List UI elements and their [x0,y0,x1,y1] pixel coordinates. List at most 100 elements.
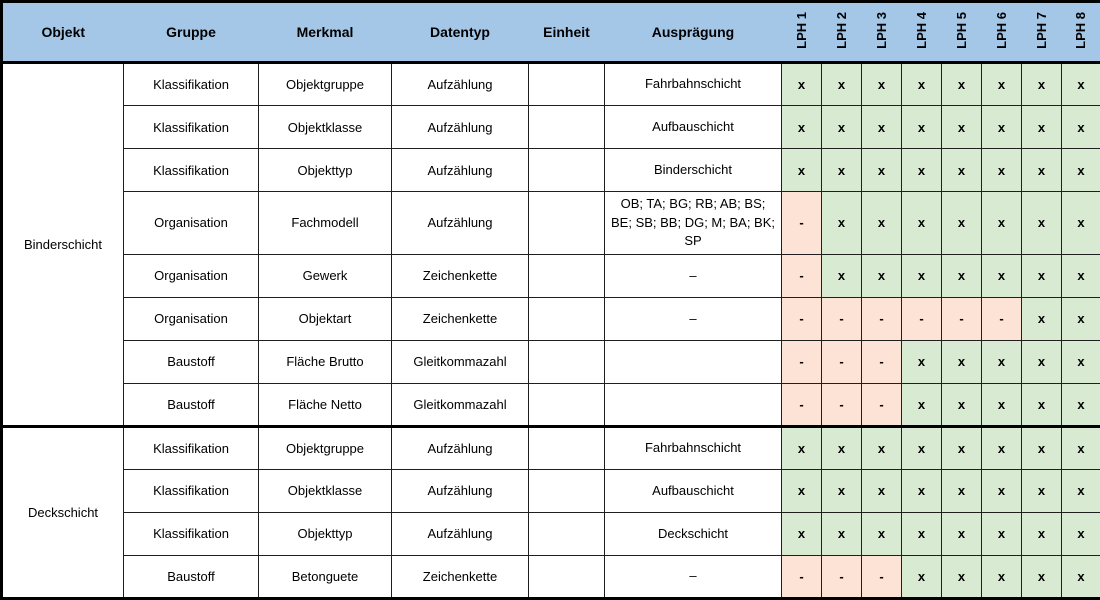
lph-cell: x [781,61,822,106]
cell-gruppe: Baustoff [123,339,259,384]
cell-gruppe: Organisation [123,191,259,255]
lph-cell: x [861,61,902,106]
cell-gruppe: Klassifikation [123,61,259,106]
lph-cell: x [1021,339,1062,384]
lph-cell: x [1021,105,1062,149]
cell-einheit [528,253,605,298]
lph-cell: x [901,339,942,384]
cell-gruppe: Organisation [123,296,259,341]
cell-datentyp: Aufzählung [391,191,529,255]
lph-cell: x [1061,468,1100,513]
lph-cell: x [861,253,902,298]
lph-cell: - [821,296,862,341]
lph-cell: - [901,296,942,341]
table-row: Baustoff Fläche Netto Gleitkommazahl - - - x x x… [2,382,1100,427]
lph-cell: x [1061,61,1100,106]
cell-datentyp: Aufzählung [391,468,529,513]
cell-merkmal: Fläche Netto [258,382,392,427]
cell-datentyp: Aufzählung [391,148,529,192]
table-row: Klassifikation Objektklasse Aufzählung Aufb… [2,105,1100,149]
lph-cell: x [941,339,982,384]
table-header: Objekt Gruppe Merkmal Datentyp Einheit A… [1,1,1100,64]
table-row: Organisation Objektart Zeichenkette – - - - - - -… [2,296,1100,341]
col-header-lph2: LPH 2 [821,1,862,64]
lph-cell: x [901,61,942,106]
cell-auspraegung: – [604,296,782,341]
lph-cell: - [861,296,902,341]
cell-datentyp: Aufzählung [391,105,529,149]
col-header-lph4: LPH 4 [901,1,942,64]
lph-cell: - [941,296,982,341]
lph-cell: - [781,296,822,341]
cell-merkmal: Fachmodell [258,191,392,255]
cell-gruppe: Baustoff [123,554,259,600]
lph-cell: x [1061,296,1100,341]
lph-cell: x [901,105,942,149]
lph-cell: x [1061,339,1100,384]
lph-cell: x [1021,148,1062,192]
table-row: Klassifikation Objekttyp Aufzählung Decksch… [2,511,1100,556]
lph-cell: x [941,105,982,149]
lph-cell: - [821,382,862,427]
lph-cell: - [821,554,862,600]
lph-cell: - [861,382,902,427]
lph-cell: x [861,424,902,470]
col-header-lph8-label: LPH 8 [1073,12,1089,49]
lph-cell: x [821,424,862,470]
cell-auspraegung: Aufbauschicht [604,105,782,149]
col-header-lph7-label: LPH 7 [1034,12,1049,49]
lph-cell: x [901,191,942,255]
lph-cell: x [861,191,902,255]
lph-cell: - [781,339,822,384]
cell-einheit [528,382,605,427]
lph-cell: x [781,105,822,149]
cell-merkmal: Objektgruppe [258,424,392,470]
lph-cell: x [821,253,862,298]
table-row: Baustoff Betonguete Zeichenkette – - - - x x x x x [2,554,1100,600]
cell-merkmal: Objekttyp [258,148,392,192]
cell-auspraegung [604,339,782,384]
lph-cell: x [1061,511,1100,556]
cell-auspraegung: Fahrbahnschicht [604,61,782,106]
lph-cell: x [941,382,982,427]
col-header-lph5-label: LPH 5 [954,12,969,49]
cell-merkmal: Objektklasse [258,468,392,513]
col-header-gruppe: Gruppe [123,1,259,64]
cell-datentyp: Aufzählung [391,61,529,106]
cell-einheit [528,424,605,470]
lph-cell: x [1061,382,1100,427]
lph-cell: x [901,424,942,470]
cell-auspraegung: OB; TA; BG; RB; AB; BS; BE; SB; BB; DG; … [604,191,782,255]
table-row: Organisation Fachmodell Aufzählung OB; TA; … [2,191,1100,255]
lph-cell: x [981,339,1022,384]
lph-cell: x [981,424,1022,470]
col-header-lph3: LPH 3 [861,1,902,64]
lph-cell: x [981,61,1022,106]
lph-cell: x [1021,511,1062,556]
cell-gruppe: Klassifikation [123,105,259,149]
col-header-lph6-label: LPH 6 [994,12,1009,49]
col-header-lph6: LPH 6 [981,1,1022,64]
cell-auspraegung: Binderschicht [604,148,782,192]
lph-cell: x [981,191,1022,255]
cell-datentyp: Zeichenkette [391,253,529,298]
cell-gruppe: Organisation [123,253,259,298]
lph-cell: x [981,554,1022,600]
lph-cell: x [941,424,982,470]
cell-datentyp: Zeichenkette [391,296,529,341]
lph-cell: x [901,511,942,556]
cell-einheit [528,191,605,255]
lph-cell: x [1021,253,1062,298]
lph-cell: x [861,148,902,192]
col-header-lph4-label: LPH 4 [914,12,929,49]
col-header-lph1-label: LPH 1 [794,12,809,49]
lph-cell: x [781,511,822,556]
cell-einheit [528,105,605,149]
col-header-merkmal: Merkmal [258,1,392,64]
lph-cell: x [781,468,822,513]
lph-cell: x [941,468,982,513]
table-row: Baustoff Fläche Brutto Gleitkommazahl - - - x x… [2,339,1100,384]
cell-auspraegung: – [604,554,782,600]
cell-datentyp: Gleitkommazahl [391,339,529,384]
lph-cell: - [781,253,822,298]
